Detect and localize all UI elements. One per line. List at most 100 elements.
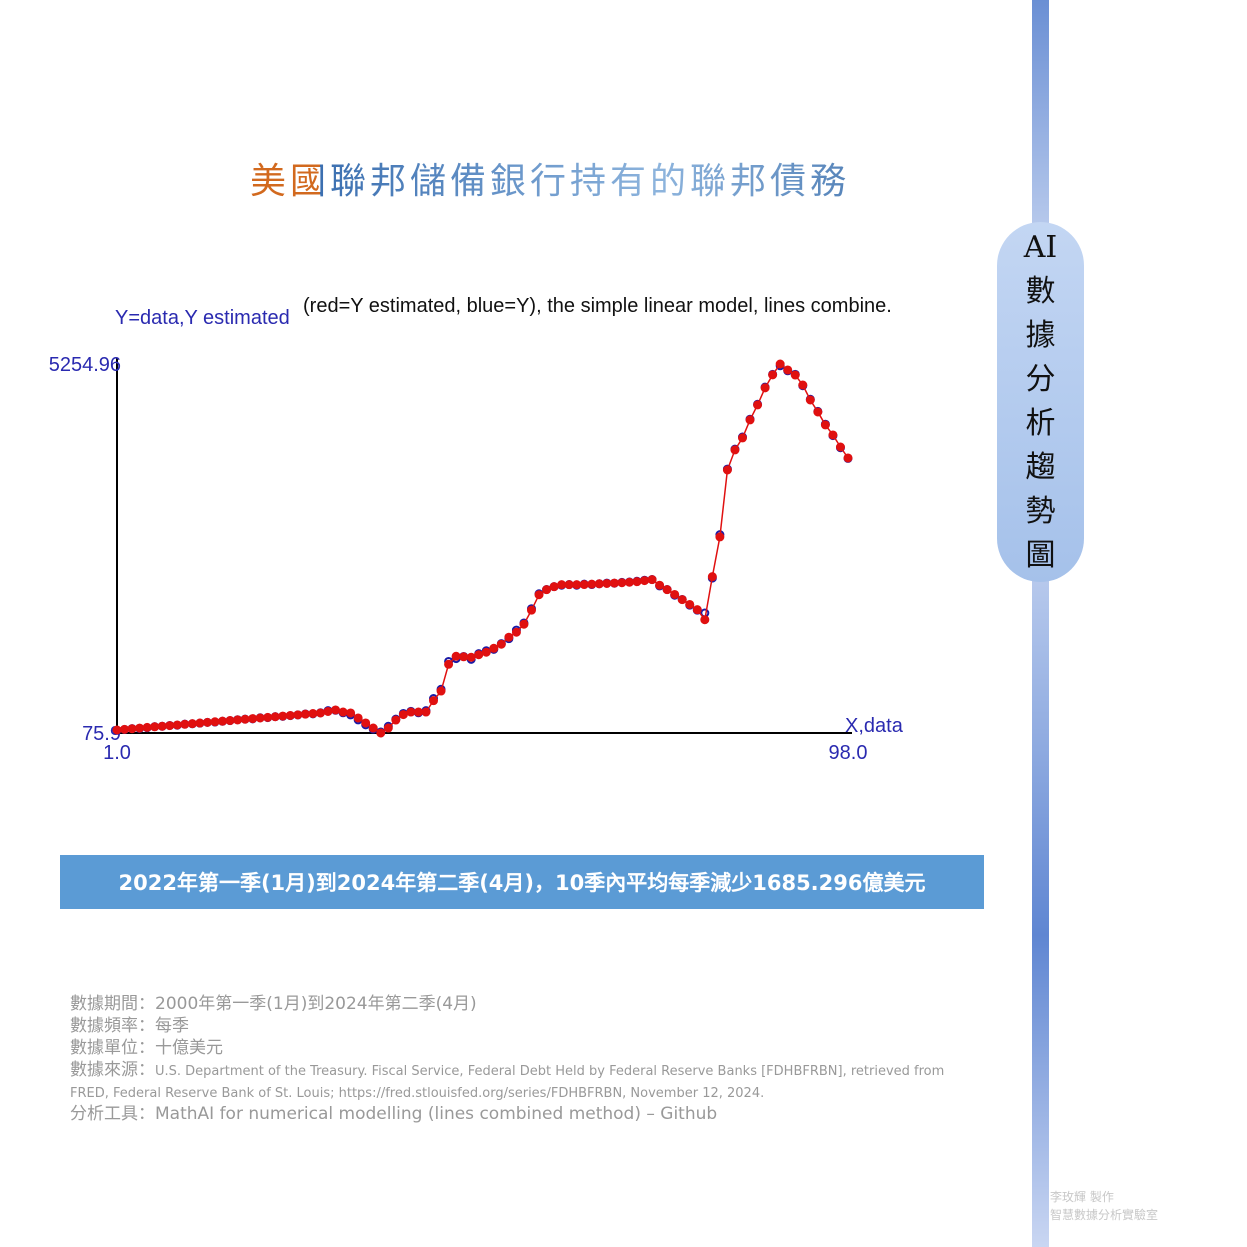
data-point [798,380,808,390]
data-point [617,578,627,588]
watermark: 李玫輝 製作智慧數據分析實驗室 [1050,1188,1158,1224]
data-point [624,577,634,587]
banner: 2022年第一季(1月)到2024年第二季(4月)，10季內平均每季減少1685… [60,855,984,909]
data-point [511,627,521,637]
data-point [218,716,228,726]
data-point [429,696,439,706]
data-point [602,578,612,588]
data-point [496,639,506,649]
data-point [753,400,763,410]
data-point [768,370,778,380]
data-point [609,578,619,588]
data-point [353,713,363,723]
chart-title: 美國聯邦儲備銀行持有的聯邦債務 [250,152,995,204]
data-point [640,576,650,586]
data-point [300,709,310,719]
data-point [436,686,446,696]
data-point [142,722,152,732]
data-point [278,711,288,721]
data-point [391,715,401,725]
data-point [338,707,348,717]
data-point [240,714,250,724]
note-text: U.S. Department of the Treasury. Fiscal … [70,1064,945,1101]
data-point [579,580,589,590]
data-point [444,659,454,669]
data-point [263,712,273,722]
data-point [150,722,160,732]
data-point [172,720,182,730]
note: 數據頻率：每季 [70,1015,980,1037]
data-point [526,605,536,615]
note: 分析工具：MathAI for numerical modelling (lin… [70,1103,980,1125]
chart: Y=data,Y estimated (red=Y estimated, blu… [49,295,904,764]
data-point [406,707,416,717]
data-point [112,725,122,735]
watermark-line: 李玫輝 製作 [1050,1190,1114,1204]
data-point [459,652,469,662]
data-point [135,723,145,733]
data-point [346,708,356,718]
data-point [534,590,544,600]
data-point [308,709,318,719]
data-point [270,712,280,722]
data-point [202,717,212,727]
x-axis-label: X,data [845,715,904,737]
x-tick-label: 1.0 [103,742,131,764]
note-label: 數據期間： [70,994,155,1014]
data-point [120,724,130,734]
note-text: 每季 [155,1016,189,1036]
note: 數據期間：2000年第一季(1月)到2024年第二季(4月) [70,993,980,1015]
data-point [670,589,680,599]
notes: 數據期間：2000年第一季(1月)到2024年第二季(4月) 數據頻率：每季 數據單… [70,993,980,1125]
side-label-char: 據 [1025,318,1056,353]
note-label: 分析工具： [70,1104,155,1124]
data-point [707,572,717,582]
data-point [632,577,642,587]
data-point [127,724,137,734]
data-point [722,465,732,475]
data-point [745,415,755,425]
note-text: 2000年第一季(1月)到2024年第二季(4月) [155,994,477,1014]
side-label-char: 數 [1025,274,1056,309]
data-point [481,647,491,657]
side-label-char: 圖 [1025,538,1056,573]
data-point [820,420,830,430]
side-label: AI 數據分析趨勢圖 [997,222,1084,582]
data-point [557,580,567,590]
data-point [843,453,853,463]
data-point [655,580,665,590]
data-point [572,580,582,590]
data-point [255,713,265,723]
data-point [474,650,484,660]
data-point [398,710,408,720]
note-text: 十億美元 [155,1038,223,1058]
chart-subtitle: (red=Y estimated, blue=Y), the simple li… [303,295,892,317]
data-point [361,718,371,728]
side-label-char: 分 [1025,362,1056,397]
data-point [323,706,333,716]
side-label-char: 趨 [1025,450,1056,485]
data-point [715,532,725,542]
note-text: MathAI for numerical modelling (lines co… [155,1104,718,1124]
watermark-line: 智慧數據分析實驗室 [1050,1208,1159,1222]
data-point [760,383,770,393]
x-tick-label: 98.0 [829,742,868,764]
data-point [451,651,461,661]
data-point [504,632,514,642]
data-point [685,599,695,609]
data-point [564,580,574,590]
data-point [692,605,702,615]
data-point [233,715,243,725]
y-tick-label: 5254.96 [49,354,121,376]
data-point [730,445,740,455]
side-label-char: 勢 [1025,494,1056,529]
note-label: 數據單位： [70,1038,155,1058]
data-point [805,395,815,405]
data-point [594,579,604,589]
data-point [700,615,710,625]
data-point [828,430,838,440]
data-point [157,721,167,731]
data-point [165,721,175,731]
data-point [587,579,597,589]
